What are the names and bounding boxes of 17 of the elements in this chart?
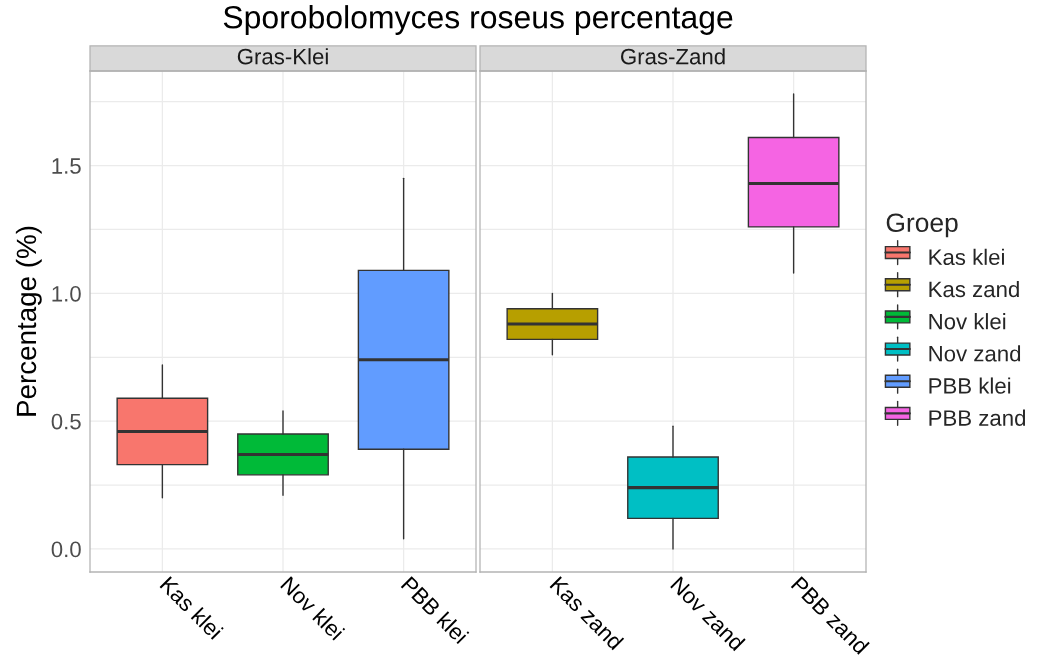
y-axis-title: Percentage (%) [15,226,42,416]
legend-label: Nov klei [929,313,1006,330]
y-tick-label: 0.5 [51,413,81,430]
chart-title: Sporobolomyces roseus percentage [223,5,733,35]
y-tick-label: 1.0 [52,285,81,302]
y-tick-label: 1.5 [52,158,81,174]
legend-label: Nov zand [929,345,1021,362]
x-tick-label: Kas klei [159,575,224,640]
chart-subtitle: Gras-Klei [237,48,328,65]
x-tick-label: Nov klei [280,575,346,641]
legend-label: Kas klei [929,248,1004,266]
legend-label: Kas zand [929,280,1019,298]
chart-subtitle: Gras-Zand [621,48,725,65]
y-tick-label: 0.0 [51,541,81,558]
legend-title: Groep [886,213,958,238]
legend-label: PBB zand [929,409,1026,426]
legend-label: PBB klei [929,377,1011,394]
